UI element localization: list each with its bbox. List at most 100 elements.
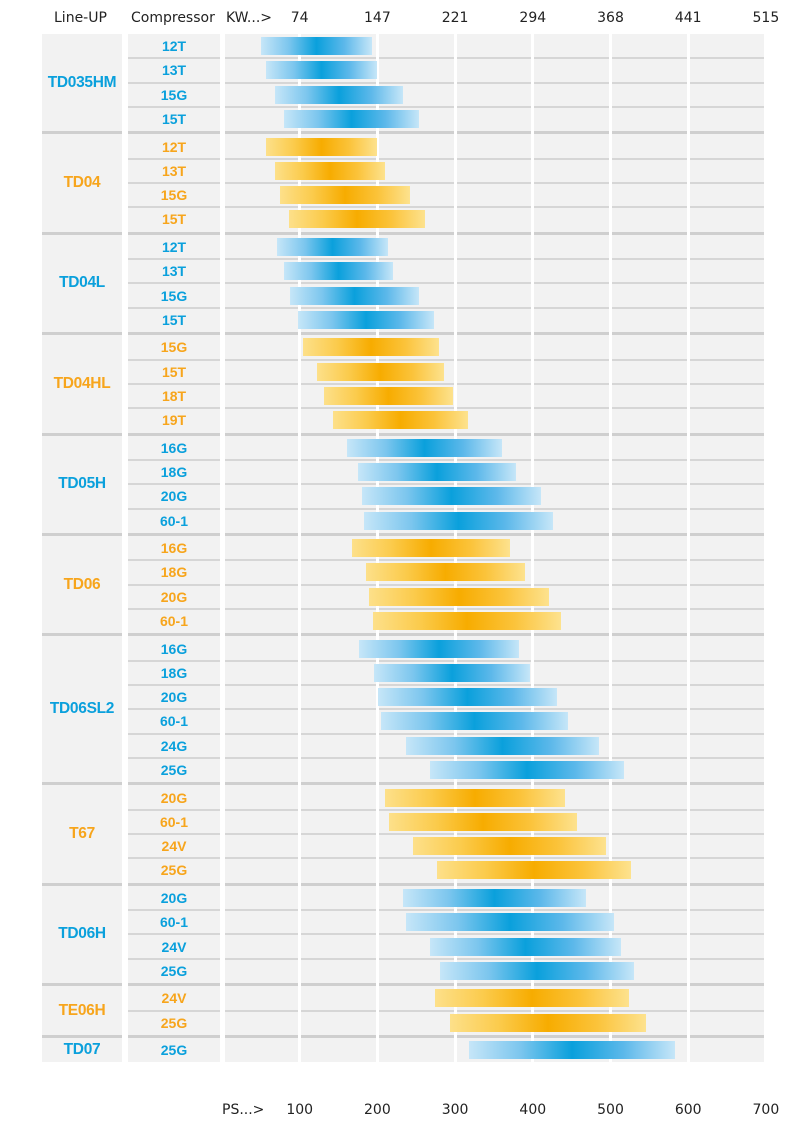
range-bar [302,338,439,357]
row-divider [128,458,220,461]
group-divider [225,983,765,987]
ps-tick-label: 100 [286,1102,314,1118]
row-divider [128,857,220,860]
range-bar [430,937,622,956]
compressor-label: 16G [160,540,188,557]
row-divider [225,833,765,835]
compressor-label: 24G [160,737,188,754]
row-divider [225,1009,765,1012]
ps-tick-label: 700 [752,1102,780,1118]
group-divider [42,432,122,436]
ps-tick-label: 200 [364,1102,391,1118]
compressor-label: 24V [161,990,187,1007]
row-divider [225,306,765,309]
group-divider [128,533,220,536]
compressor-label: 60-1 [159,613,189,630]
group-label: TD07 [63,1041,101,1059]
group-divider [225,131,765,135]
group-divider [225,882,765,886]
row-divider [128,105,220,108]
compressor-label: 25G [160,1014,188,1031]
row-divider [128,358,220,361]
group-divider [225,231,765,235]
range-bar [290,286,420,305]
row-divider [225,358,765,361]
range-bar [469,1041,675,1060]
range-bar [381,712,568,731]
range-bar [284,110,420,129]
compressor-label: 15G [160,339,188,356]
range-bar [406,736,599,755]
compressor-label: 12T [161,38,187,55]
row-divider [128,81,220,84]
row-divider [225,708,765,711]
row-divider [225,732,765,735]
ps-axis-prefix: PS...> [222,1102,265,1118]
group-label: TD05H [58,475,106,493]
compressor-column-bg [128,34,220,1063]
group-divider [42,131,122,135]
ps-tick-label: 400 [519,1102,547,1118]
compressor-label: 25G [160,962,188,979]
row-divider [225,483,765,486]
kw-tick-label: 74 [290,10,309,26]
row-divider [128,607,220,610]
row-divider [128,732,220,735]
compressor-label: 60-1 [159,914,189,931]
row-divider [128,306,220,309]
compressor-label: 18G [160,664,188,681]
row-divider [225,583,765,586]
row-divider [225,957,765,960]
range-bar [430,761,624,780]
kw-tick-label: 294 [519,10,547,26]
group-label: TD06 [63,575,101,593]
row-divider [225,407,765,410]
range-bar [385,788,565,807]
compressor-label: 13T [161,162,187,179]
group-label: T67 [69,825,95,842]
group-divider [225,782,765,786]
row-divider [225,684,765,686]
range-bar [365,563,526,582]
range-bar [357,463,516,482]
group-divider [42,332,122,336]
gridline [764,34,768,1063]
row-divider [225,559,765,562]
row-divider [225,282,765,285]
range-bar [440,961,634,980]
row-divider [128,659,220,662]
range-bar [368,587,550,606]
kw-tick-label: 221 [441,10,469,26]
group-divider [225,633,765,637]
group-divider [42,1035,122,1038]
compressor-label: 20G [160,488,188,505]
row-divider [128,933,220,936]
row-divider [225,206,765,209]
range-bar [449,1013,647,1032]
group-divider [128,633,220,637]
compressor-column-header: Compressor [131,10,215,26]
row-divider [225,909,765,912]
row-divider [128,957,220,960]
row-divider [225,81,765,84]
row-divider [128,282,220,285]
row-divider [225,808,765,811]
kw-tick-label: 441 [674,10,702,26]
row-divider [128,808,220,811]
row-divider [128,57,220,60]
group-divider [128,983,220,987]
range-bar [274,85,404,104]
ps-tick-label: 300 [441,1102,469,1118]
compressor-label: 16G [160,439,188,456]
group-divider [128,231,220,235]
row-divider [128,684,220,686]
range-bar [298,310,435,329]
group-divider [42,533,122,536]
group-divider [42,633,122,637]
group-label: TD04 [63,174,101,191]
range-bar [280,186,411,205]
row-divider [128,833,220,835]
row-divider [128,382,220,385]
range-bar [372,612,561,631]
compressor-label: 12T [161,238,187,255]
